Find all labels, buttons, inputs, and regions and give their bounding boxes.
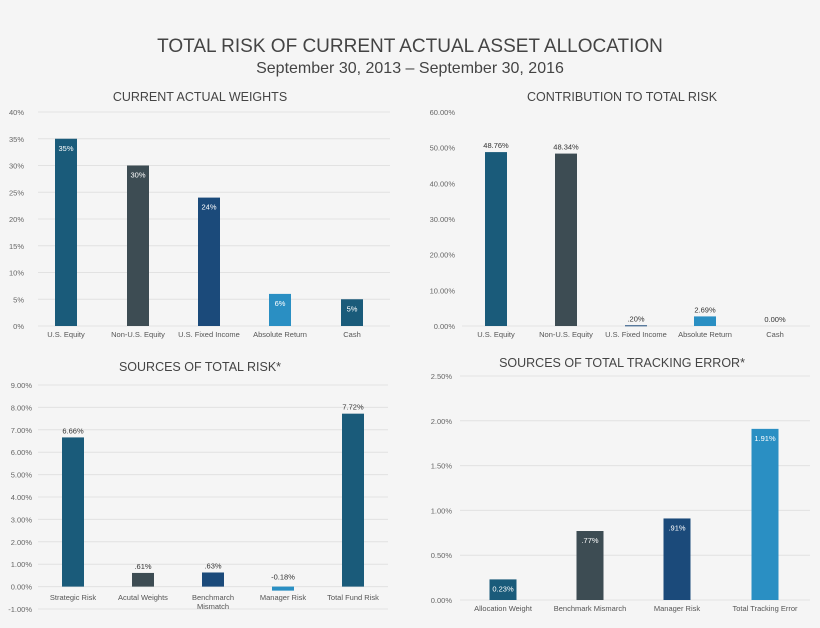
y-tick-label: 5.00% [11,471,33,480]
y-tick-label: 0.50% [431,551,453,560]
category-label: Cash [343,330,361,339]
category-label: Absolute Return [253,330,307,339]
y-tick-label: 9.00% [11,381,33,390]
data-label: 6% [275,299,286,308]
category-label: Total Fund Risk [327,593,379,602]
category-label: Manager Risk [260,593,307,602]
y-tick-label: 20% [9,215,24,224]
category-label: U.S. Fixed Income [178,330,240,339]
y-tick-label: 1.00% [11,560,33,569]
data-label: 7.72% [342,403,364,412]
y-tick-label: 40.00% [430,179,456,188]
data-label: .61% [134,562,151,571]
y-tick-label: 1.00% [431,506,453,515]
category-label: U.S. Equity [477,330,515,339]
data-label: 6.66% [62,426,84,435]
chart-title: SOURCES OF TOTAL TRACKING ERROR* [499,356,745,370]
chart-title: SOURCES OF TOTAL RISK* [119,360,281,374]
bar [485,152,507,326]
data-label: .91% [668,523,685,532]
data-label: .20% [627,314,644,323]
bar [127,165,149,326]
y-tick-label: 30.00% [430,215,456,224]
y-tick-label: 30% [9,162,24,171]
y-tick-label: 10.00% [430,286,456,295]
chart-title: CURRENT ACTUAL WEIGHTS [113,90,287,104]
category-label: Benchmark Mismarch [554,604,627,613]
y-tick-label: 40% [9,108,24,117]
bar [625,325,647,327]
data-label: 48.76% [483,141,509,150]
bar [202,572,224,587]
data-label: 5% [347,304,358,313]
y-tick-label: 10% [9,269,24,278]
bar [341,299,363,326]
y-tick-label: 0% [13,322,24,331]
category-label: Total Tracking Error [732,604,798,613]
bar [198,197,220,326]
y-tick-label: 4.00% [11,493,33,502]
category-label: Strategic Risk [50,593,97,602]
y-tick-label: 0.00% [434,322,456,331]
category-label: Cash [766,330,784,339]
y-tick-label: 3.00% [11,515,33,524]
y-tick-label: 25% [9,188,24,197]
category-label: Non-U.S. Equity [111,330,165,339]
category-label: Absolute Return [678,330,732,339]
y-tick-label: -1.00% [8,605,32,614]
category-label: Non-U.S. Equity [539,330,593,339]
y-tick-label: 20.00% [430,251,456,260]
y-tick-label: 5% [13,295,24,304]
chart-title: CONTRIBUTION TO TOTAL RISK [527,90,718,104]
y-tick-label: 2.50% [431,372,453,381]
bar [272,586,294,591]
data-label: 2.69% [694,305,716,314]
page-subtitle: September 30, 2013 – September 30, 2016 [256,60,564,77]
bar [555,153,577,326]
data-label: 30% [130,171,145,180]
y-tick-label: 0.00% [11,583,33,592]
data-label: 48.34% [553,143,579,152]
data-label: 0.00% [764,315,786,324]
y-tick-label: 7.00% [11,426,33,435]
bar [663,518,691,600]
category-label: Benchmarch [192,593,234,602]
y-tick-label: 60.00% [430,108,456,117]
data-label: 35% [58,144,73,153]
bar [694,316,716,326]
bar [132,572,154,587]
category-label: Mismatch [197,602,229,611]
y-tick-label: 35% [9,135,24,144]
data-label: .63% [204,561,221,570]
category-label: Manager Risk [654,604,701,613]
category-label: U.S. Fixed Income [605,330,667,339]
data-label: 0.23% [492,584,514,593]
y-tick-label: 6.00% [11,448,33,457]
bar [55,138,77,326]
data-label: .77% [581,536,598,545]
bar [489,579,517,600]
bar [751,428,779,600]
page-title: TOTAL RISK OF CURRENT ACTUAL ASSET ALLOC… [157,36,663,57]
y-tick-label: 2.00% [11,538,33,547]
y-tick-label: 50.00% [430,144,456,153]
y-tick-label: 15% [9,242,24,251]
data-label: -0.18% [271,573,295,582]
bar [62,437,84,587]
y-tick-label: 8.00% [11,403,33,412]
data-label: 24% [201,203,216,212]
category-label: U.S. Equity [47,330,85,339]
data-label: 1.91% [754,434,776,443]
y-tick-label: 2.00% [431,417,453,426]
category-label: Acutal Weights [118,593,168,602]
bar [576,531,604,600]
bar [342,413,364,587]
y-tick-label: 0.00% [431,596,453,605]
category-label: Allocation Weight [474,604,533,613]
bar [269,293,291,326]
y-tick-label: 1.50% [431,462,453,471]
